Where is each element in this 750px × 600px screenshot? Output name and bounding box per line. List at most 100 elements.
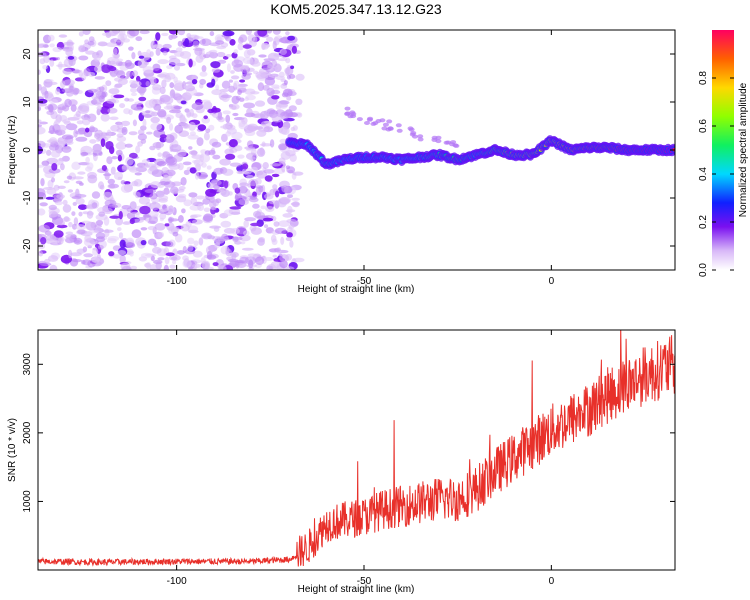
noise-blob [119,30,124,40]
noise-blob [180,100,187,105]
noise-blob [248,259,254,269]
noise-blob [201,117,210,124]
noise-blob [58,141,68,145]
noise-blob [243,220,249,228]
noise-blob [135,145,141,154]
noise-blob [262,84,270,91]
noise-blob [125,242,136,249]
noise-blob [274,227,287,235]
noise-blob [62,204,72,213]
colorbar-ticks: 0.0 0.2 0.4 0.6 0.8 [698,71,734,277]
noise-blob [56,224,68,229]
noise-blob [45,234,57,241]
noise-blob [113,84,121,89]
noise-blob [42,65,48,70]
noise-blob [222,110,231,115]
noise-blob [238,121,248,130]
noise-blob [154,223,166,231]
noise-blob [252,203,260,209]
noise-blob [100,138,106,148]
noise-blob [229,39,236,46]
noise-blob [278,100,290,105]
noise-blob [250,227,262,235]
noise-blob [124,97,130,102]
noise-blob [410,131,417,135]
noise-blob [216,51,226,58]
noise-blob [257,82,265,92]
noise-blob [237,154,245,159]
noise-blob [144,189,157,194]
noise-blob [170,144,182,152]
noise-blob [246,140,254,148]
noise-blob [108,251,115,257]
noise-blob [166,65,173,70]
noise-blob [71,259,82,263]
noise-blob [221,133,228,143]
noise-blob [72,201,78,206]
noise-blob [171,181,182,187]
noise-blob [198,174,209,178]
noise-blob [53,184,60,191]
noise-blob [117,250,127,256]
noise-blob [175,195,187,203]
noise-blob [62,119,70,124]
noise-blob [129,251,134,257]
noise-blob [63,180,70,184]
noise-blob [95,219,104,226]
noise-blob [295,98,303,106]
noise-blob [291,45,297,54]
noise-blob [242,44,252,49]
noise-blob [66,175,73,180]
noise-blob [38,98,48,104]
noise-blob [188,58,193,68]
noise-blob [215,84,220,91]
noise-blob [269,139,275,148]
noise-blob [212,262,219,267]
noise-blob [41,160,50,166]
noise-blob [168,57,181,66]
noise-blob [208,149,216,156]
noise-blob [113,94,125,99]
noise-blob [38,192,47,200]
noise-blob [111,58,124,62]
noise-blob [141,111,146,116]
noise-blob [81,259,86,265]
noise-blob [350,111,357,116]
noise-blob [48,210,59,218]
noise-blob [86,162,94,170]
noise-blob [228,191,233,196]
noise-blob [278,157,286,165]
noise-blob [39,202,48,207]
noise-blob [285,109,293,117]
noise-blob [58,158,66,162]
noise-blob [344,106,351,111]
noise-blob [83,237,95,247]
noise-blob [130,265,138,270]
snr-x-label: Height of straight line (km) [298,584,415,595]
noise-blob [191,219,203,225]
noise-blob [40,237,47,245]
noise-blob [45,196,55,200]
noise-blob [262,217,274,222]
noise-blob [120,180,126,185]
snr-y-tick-label: 2000 [22,421,33,444]
noise-blob [140,252,153,259]
noise-blob [191,263,202,268]
noise-blob [137,133,147,141]
noise-blob [181,208,186,214]
noise-blob [57,185,66,189]
noise-blob [65,48,74,57]
noise-blob [183,85,189,89]
noise-blob [215,40,225,45]
noise-blob [161,32,169,37]
noise-blob [203,207,211,213]
noise-blob [67,87,80,94]
noise-blob [97,245,104,250]
noise-blob [190,197,198,206]
noise-blob [230,227,240,235]
noise-blob [85,221,97,231]
noise-blob [281,165,286,173]
noise-blob [189,150,198,155]
noise-blob [178,186,186,190]
noise-blob [270,89,281,95]
